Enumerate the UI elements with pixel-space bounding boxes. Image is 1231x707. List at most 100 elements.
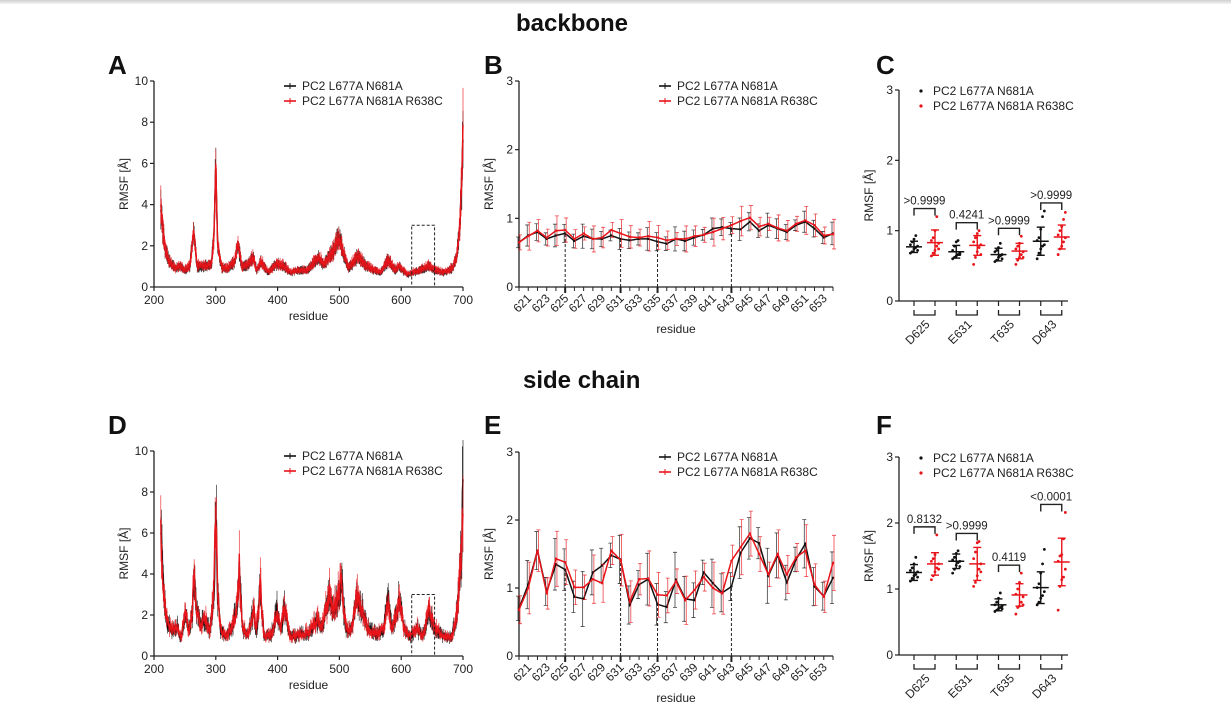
scatter-point (1037, 582, 1041, 586)
scatter-point (935, 215, 939, 219)
p-value-label: >0.9999 (1030, 190, 1072, 202)
data-point (748, 532, 752, 535)
scatter-point (998, 241, 1002, 245)
scatter-point (974, 255, 977, 259)
scatter-point (910, 577, 914, 580)
data-point (600, 236, 604, 239)
chart-panel-f: 0 1 2 3 RMSF [Å] D625 0.8132 E631 >0.9999 T635 0.4… (861, 450, 1074, 701)
x-tick-label: 400 (268, 293, 288, 307)
scatter-point (972, 584, 976, 588)
x-tick-label: 600 (391, 662, 411, 676)
scatter-point (977, 567, 981, 571)
scatter-point (910, 566, 914, 570)
data-point (776, 226, 779, 230)
data-point (591, 237, 595, 241)
zoom-region-box (411, 594, 436, 657)
y-tick-label: 3 (506, 74, 513, 88)
data-point (600, 582, 604, 585)
data-point (674, 580, 678, 583)
p-value-label: <0.0001 (1030, 491, 1072, 503)
data-point (563, 560, 567, 564)
scatter-point (935, 533, 939, 537)
window-top-edge (0, 0, 1231, 4)
series-2-line (160, 124, 464, 276)
y-axis-label: RMSF [Å] (481, 158, 496, 210)
category-bracket (913, 664, 936, 670)
scatter-point (1014, 247, 1018, 251)
scatter-point (953, 555, 956, 559)
scatter-point (977, 246, 981, 249)
scatter-point (951, 571, 955, 575)
scatter-point (1019, 253, 1023, 256)
data-point (711, 230, 715, 234)
significance-bracket (997, 564, 1021, 573)
y-tick-label: 3 (506, 445, 513, 459)
scatter-point (1041, 215, 1044, 219)
data-point (785, 229, 789, 232)
series-2-line (160, 513, 464, 642)
legend-label-2: PC2 L677A N681A R638C (302, 94, 443, 108)
y-tick-label: 2 (141, 239, 148, 253)
significance-bracket (1040, 503, 1063, 512)
scatter-point (1041, 594, 1044, 597)
chart-panel-a: 0 2 4 6 8 10 RMSF [Å] 200 300 400 500 600 700 residue… (116, 74, 473, 323)
p-value-label: >0.9999 (946, 520, 988, 532)
legend-label-1: PC2 L677A N681A (933, 84, 1034, 98)
x-tick-label: 300 (206, 662, 226, 676)
x-category-label: D643 (1029, 671, 1059, 701)
x-tick-label: 300 (206, 293, 226, 307)
y-tick-label: 4 (141, 567, 148, 581)
scatter-point (1063, 511, 1067, 514)
p-value-label: 0.4241 (949, 210, 984, 222)
scatter-point (998, 591, 1002, 595)
y-tick-label: 2 (506, 513, 513, 527)
scatter-point (1062, 575, 1065, 579)
x-tick-label: 700 (453, 662, 473, 676)
data-point (702, 233, 705, 237)
scatter-point (1014, 263, 1018, 266)
x-tick-label: 500 (329, 293, 349, 307)
x-category-label: D625 (902, 671, 932, 701)
data-point (831, 561, 835, 565)
data-point (637, 577, 641, 581)
data-point (702, 575, 705, 579)
data-point (619, 558, 622, 562)
x-tick-label: 600 (391, 293, 411, 307)
y-tick-label: 0 (141, 649, 148, 663)
scatter-point (995, 248, 999, 252)
legend-label-1: PC2 L677A N681A (302, 449, 403, 463)
data-point (554, 557, 558, 560)
scatter-point (1016, 244, 1020, 248)
data-point (813, 583, 816, 586)
data-point (757, 552, 761, 556)
panel-letter-b: B (484, 50, 503, 80)
y-tick-label: 10 (135, 74, 149, 88)
data-point (785, 573, 789, 576)
data-point (536, 549, 539, 552)
data-point (647, 234, 650, 238)
scatter-point (1056, 608, 1060, 612)
x-axis-label: residue (656, 691, 696, 705)
y-tick-label: 2 (506, 143, 513, 157)
data-point (591, 577, 595, 581)
p-value-label: 0.4119 (992, 552, 1026, 564)
scatter-point (1019, 600, 1023, 604)
x-category-label: D625 (902, 317, 932, 347)
data-point (563, 228, 567, 232)
data-point (527, 586, 530, 590)
data-point (822, 234, 825, 237)
scatter-point (912, 237, 916, 241)
significance-bracket (955, 221, 978, 230)
y-axis-label: RMSF [Å] (861, 530, 876, 582)
scatter-point (1037, 251, 1041, 255)
scatter-point (975, 232, 979, 235)
scatter-point (1037, 236, 1041, 240)
scatter-point (937, 247, 940, 251)
scatter-point (1042, 243, 1046, 247)
y-tick-label: 6 (141, 526, 148, 540)
data-point (517, 608, 521, 611)
scatter-point (1016, 587, 1020, 591)
significance-bracket (997, 227, 1021, 236)
data-point (794, 222, 798, 226)
